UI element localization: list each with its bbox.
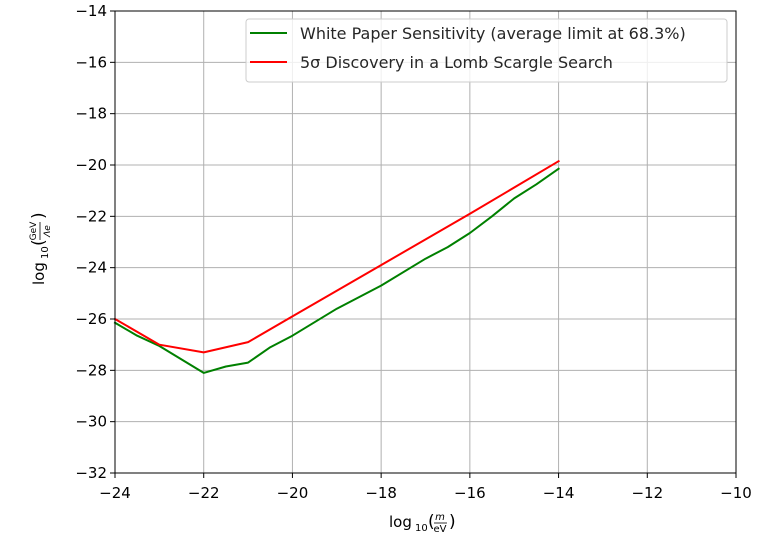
y-tick-label: −24 — [75, 259, 107, 277]
x-axis-label-paren-close: ) — [449, 512, 456, 532]
x-axis-label-denominator: eV — [434, 524, 447, 535]
x-tick-label: −12 — [631, 484, 663, 502]
legend-label-white-paper: White Paper Sensitivity (average limit a… — [300, 24, 686, 43]
x-axis-label-log: log — [389, 513, 412, 531]
y-tick-label: −20 — [75, 156, 107, 174]
x-tick-label: −14 — [543, 484, 575, 502]
y-axis-label-sub: 10 — [40, 246, 51, 259]
y-tick-label: −14 — [75, 2, 107, 20]
legend: White Paper Sensitivity (average limit a… — [245, 18, 728, 83]
axis-ticks: −24 −22 −20 −18 −16 −14 −12 −10 −32 −30 −28 −26 −24 −… — [75, 2, 751, 502]
x-axis-label-paren-open: ( — [428, 512, 435, 532]
x-tick-label: −16 — [454, 484, 486, 502]
x-tick-label: −24 — [99, 484, 131, 502]
y-axis-label-numerator: GeV — [29, 221, 39, 241]
y-tick-label: −28 — [75, 361, 107, 379]
y-axis-label-denominator: Λe — [43, 225, 53, 238]
y-axis-label-log: log — [30, 262, 48, 285]
x-axis-label: log 10 ( m eV ) — [389, 512, 456, 535]
svg-text:(: ( — [29, 239, 49, 246]
y-tick-label: −32 — [75, 464, 107, 482]
x-tick-label: −22 — [188, 484, 220, 502]
legend-box — [245, 18, 728, 83]
y-tick-label: −22 — [75, 207, 107, 225]
series-discovery-line — [113, 159, 560, 354]
x-tick-label: −20 — [277, 484, 309, 502]
x-tick-label: −10 — [720, 484, 752, 502]
y-tick-label: −26 — [75, 310, 107, 328]
plot-frame — [114, 10, 737, 474]
legend-label-discovery: 5σ Discovery in a Lomb Scargle Search — [300, 53, 613, 72]
svg-text:): ) — [29, 212, 49, 219]
y-tick-label: −30 — [75, 413, 107, 431]
x-axis-label-sub: 10 — [415, 523, 428, 534]
series-white-paper-line — [113, 167, 560, 374]
x-tick-label: −18 — [365, 484, 397, 502]
y-axis-label: log 10 ( GeV Λe ) — [29, 212, 53, 285]
y-tick-label: −16 — [75, 53, 107, 71]
data-series — [113, 159, 560, 374]
x-axis-label-numerator: m — [435, 512, 445, 523]
y-tick-label: −18 — [75, 105, 107, 123]
